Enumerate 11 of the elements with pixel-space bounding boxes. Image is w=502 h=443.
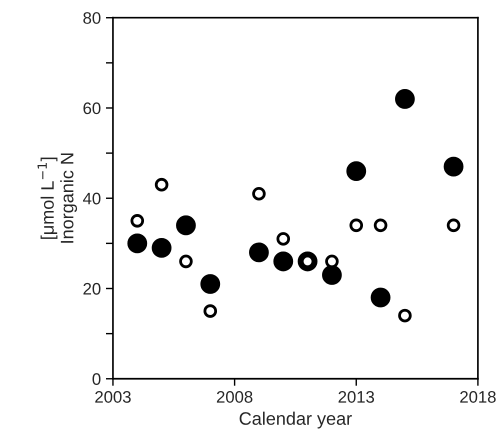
x-tick-label: 2008 [216,391,252,403]
x-axis-title: Calendar year [240,412,352,428]
y-tick-label: 20 [83,282,100,295]
y-tick-label: 0 [92,373,100,385]
x-tick-label: 2013 [338,391,374,403]
x-tick-label: 2003 [95,391,131,403]
y-axis-title: [μmol L$^{−1}$] Inorganic N [38,154,78,243]
y-tick-label: 40 [82,192,100,204]
x-tick-label: 2018 [460,391,496,403]
y-tick-label: 60 [83,102,100,114]
y-tick-label: 80 [83,12,100,24]
